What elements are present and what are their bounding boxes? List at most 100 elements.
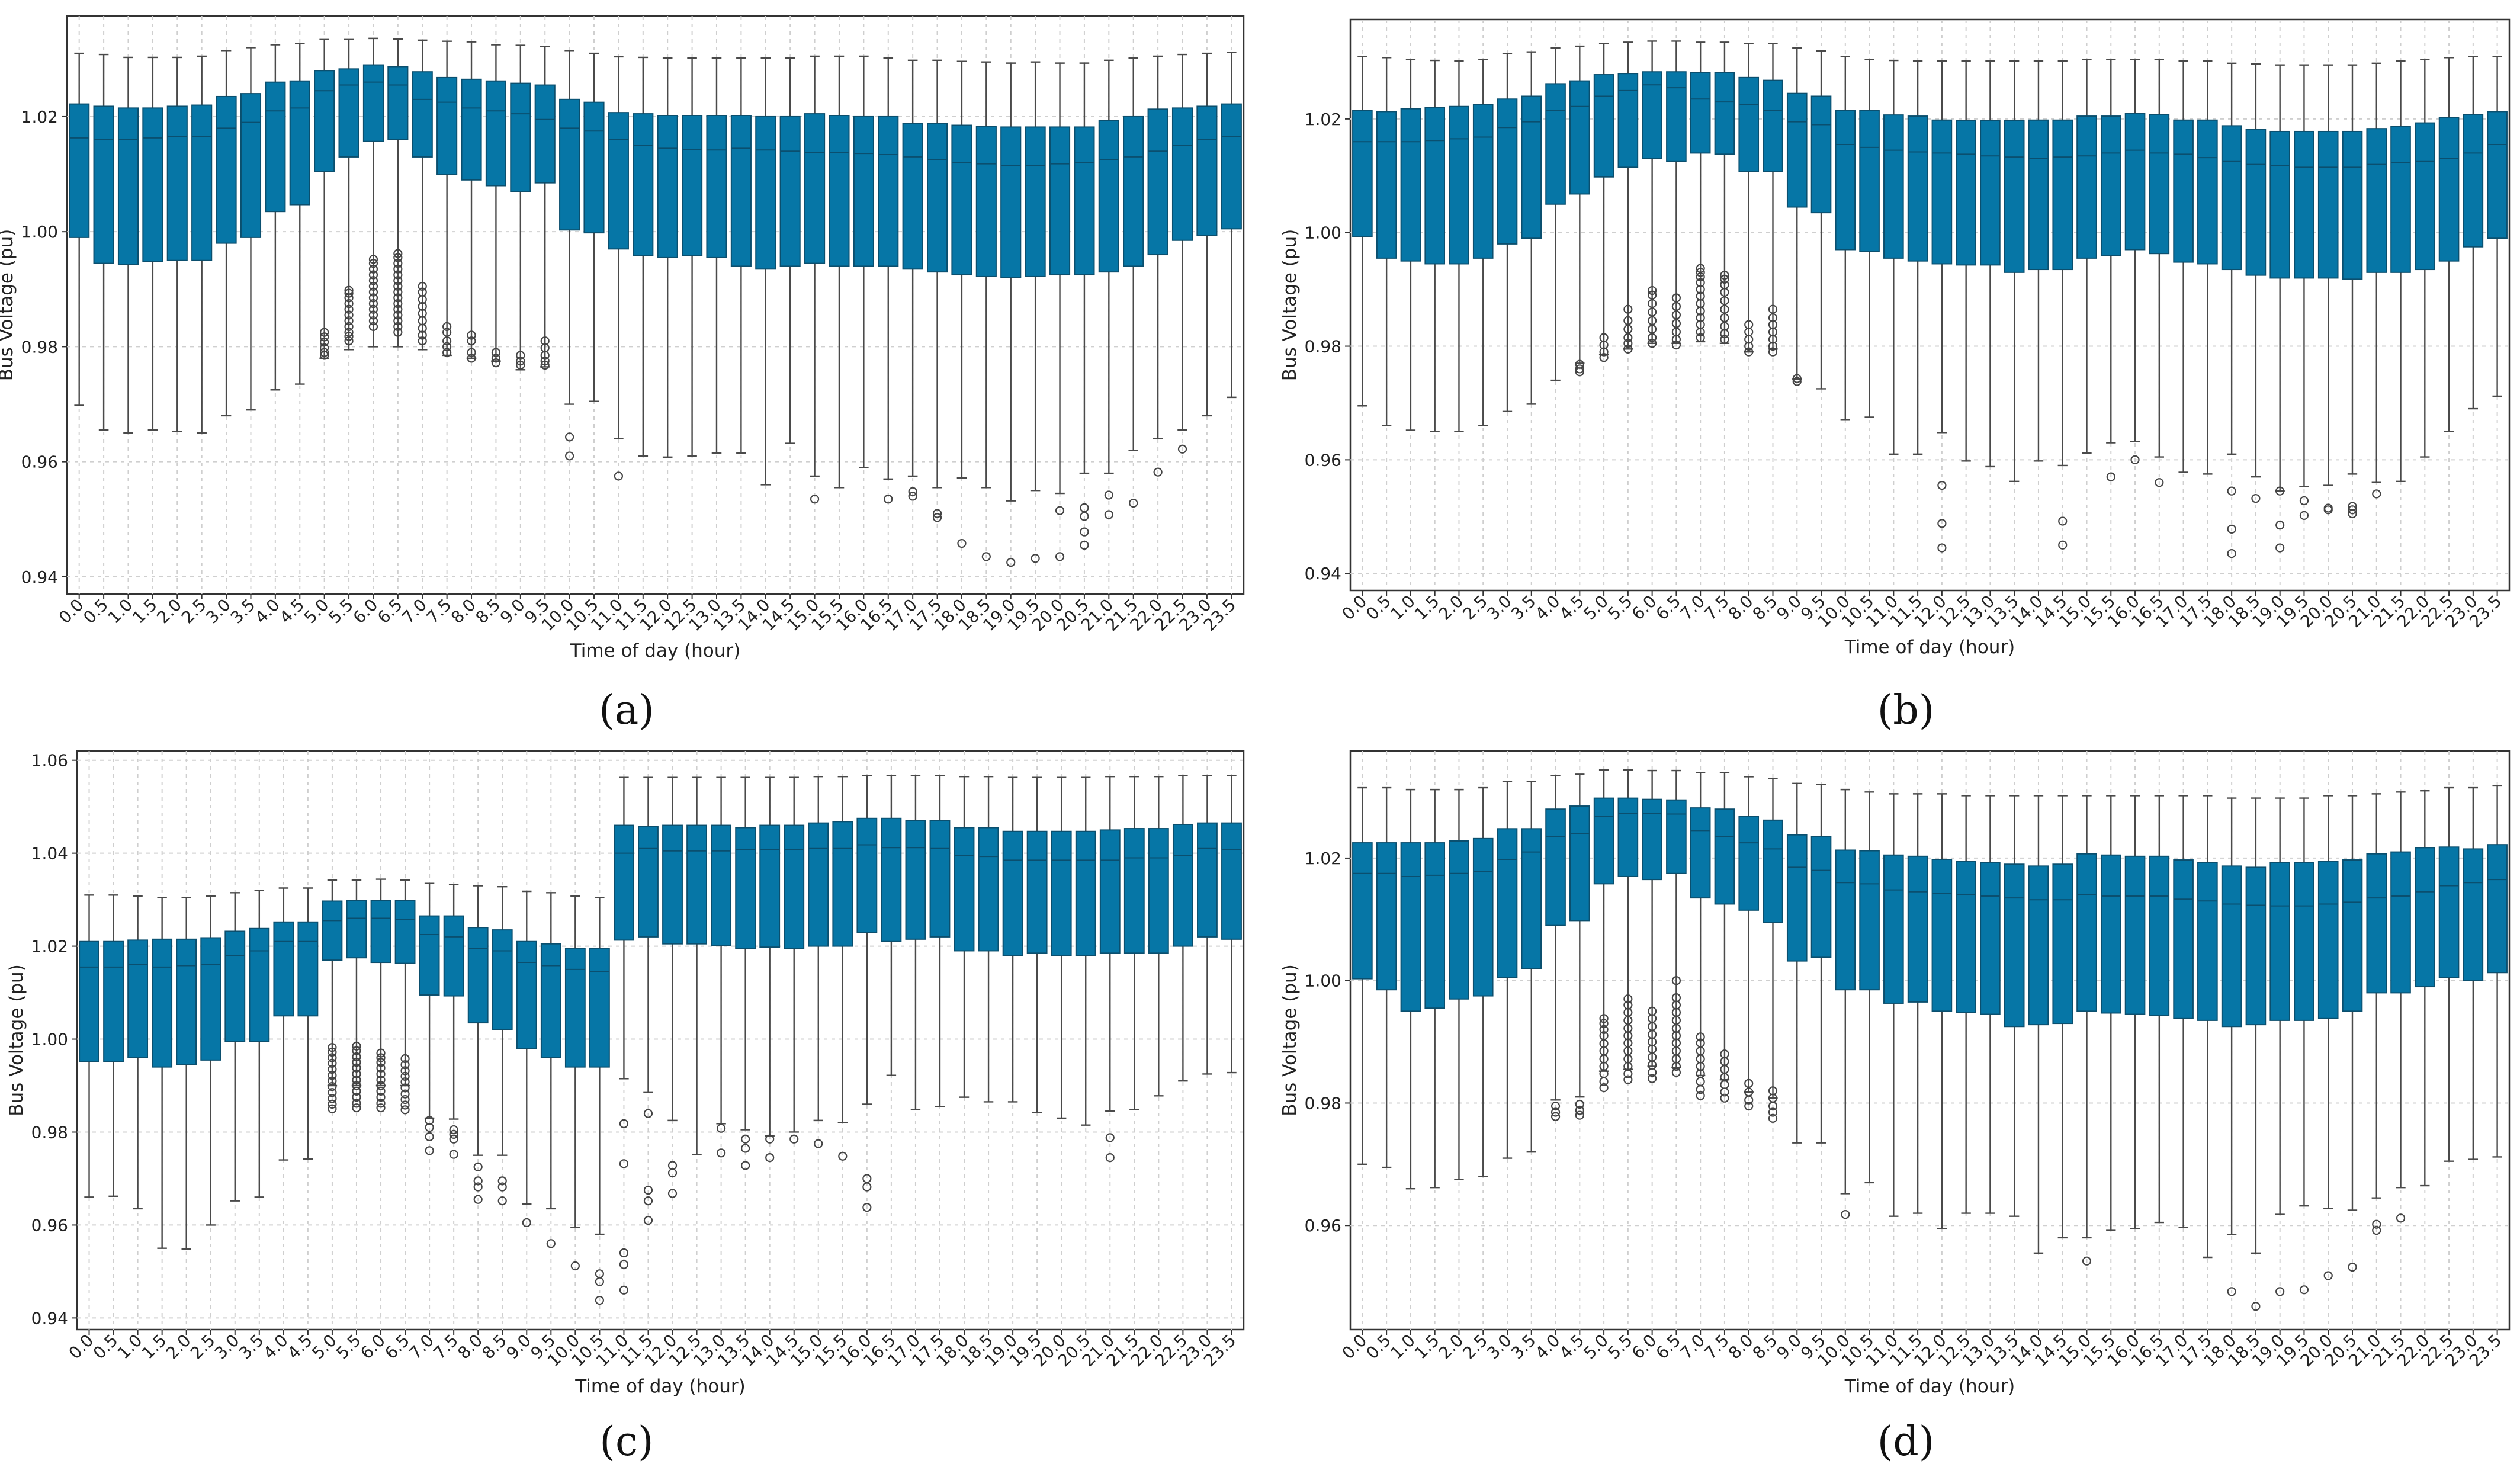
- box: [1714, 72, 1735, 155]
- outlier-point: [376, 1075, 386, 1085]
- outlier-point: [1006, 557, 1016, 567]
- box: [1051, 830, 1072, 956]
- outlier-point: [449, 1129, 458, 1139]
- outlier-point: [352, 1103, 361, 1113]
- y-tick-label: 0.98: [1305, 1093, 1341, 1113]
- outlier-point: [2155, 478, 2164, 487]
- outlier-point: [1623, 344, 1633, 354]
- outlier-point: [1671, 341, 1681, 350]
- outlier-point: [619, 1285, 629, 1295]
- outlier-point: [467, 330, 476, 340]
- outlier-point: [2106, 472, 2115, 481]
- box: [1617, 73, 1639, 168]
- outlier-point: [467, 336, 476, 346]
- outlier-point: [619, 1159, 629, 1168]
- box: [1569, 805, 1590, 922]
- box: [1099, 829, 1121, 954]
- outlier-point: [491, 348, 501, 357]
- outlier-point: [1720, 274, 1729, 284]
- outlier-point: [1104, 510, 1113, 519]
- panel-label-d: (d): [1877, 1418, 1935, 1465]
- outlier-point: [1575, 359, 1584, 369]
- outlier-point: [2275, 486, 2285, 496]
- outlier-point: [376, 1081, 386, 1090]
- outlier-point: [595, 1295, 604, 1305]
- box: [735, 827, 756, 949]
- outlier-point: [2348, 505, 2357, 515]
- outlier-point: [368, 281, 378, 291]
- box: [2317, 130, 2339, 279]
- outlier-point: [1623, 304, 1633, 314]
- box: [926, 123, 948, 273]
- outlier-point: [1744, 1078, 1754, 1088]
- outlier-point: [418, 301, 427, 312]
- y-tick-label: 0.98: [21, 337, 58, 357]
- outlier-point: [2323, 503, 2333, 513]
- panel-label-c: (c): [599, 1418, 653, 1465]
- panel-d-chart: 0.960.981.001.020.00.51.01.52.02.53.03.5…: [1279, 750, 2511, 1397]
- y-tick-label: 1.00: [31, 1030, 68, 1049]
- box: [1883, 854, 1904, 1004]
- outlier-point: [1720, 322, 1729, 331]
- outlier-point: [393, 287, 403, 297]
- box: [853, 115, 874, 267]
- box: [1400, 108, 1421, 262]
- outlier-point: [862, 1182, 872, 1192]
- box: [176, 938, 197, 1065]
- box: [1907, 115, 1928, 262]
- outlier-point: [376, 1048, 386, 1058]
- box: [1521, 95, 1542, 239]
- outlier-point: [352, 1093, 361, 1102]
- box: [103, 940, 124, 1062]
- outlier-point: [320, 348, 329, 357]
- box: [784, 824, 805, 949]
- outlier-point: [328, 1043, 337, 1052]
- outlier-point: [981, 552, 991, 561]
- outlier-point: [400, 1105, 410, 1115]
- outlier-point: [765, 1153, 775, 1163]
- outlier-point: [376, 1058, 386, 1067]
- outlier-point: [2275, 521, 2285, 530]
- box: [2390, 126, 2411, 273]
- outlier-point: [810, 495, 820, 504]
- box: [682, 115, 703, 256]
- box: [638, 826, 659, 938]
- outlier-point: [1105, 1153, 1115, 1163]
- box: [443, 915, 464, 997]
- outlier-point: [1720, 313, 1729, 323]
- box: [1002, 830, 1023, 956]
- box: [346, 900, 367, 959]
- box: [127, 939, 149, 1058]
- box: [142, 107, 163, 262]
- y-tick-label: 1.06: [31, 751, 68, 771]
- outlier-point: [643, 1215, 653, 1225]
- box: [117, 107, 139, 265]
- box: [297, 921, 319, 1017]
- outlier-point: [884, 495, 893, 504]
- box: [2245, 129, 2267, 276]
- box: [559, 98, 580, 231]
- box: [1000, 126, 1022, 278]
- box: [2076, 853, 2097, 1012]
- outlier-point: [1671, 1068, 1681, 1077]
- box: [1025, 126, 1046, 277]
- outlier-point: [1768, 1086, 1778, 1096]
- outlier-point: [1153, 467, 1163, 477]
- box: [2317, 861, 2339, 1019]
- outlier-point: [449, 1150, 458, 1159]
- outlier-point: [1696, 1091, 1705, 1100]
- outlier-point: [393, 249, 403, 258]
- box: [1221, 103, 1242, 230]
- box: [1569, 80, 1590, 195]
- outlier-point: [643, 1109, 653, 1118]
- box: [614, 824, 634, 941]
- box: [1786, 92, 1808, 208]
- outlier-point: [1105, 1133, 1115, 1142]
- outlier-point: [328, 1064, 337, 1074]
- box: [289, 80, 310, 206]
- box: [2004, 863, 2025, 1028]
- box: [2342, 859, 2363, 1012]
- outlier-point: [418, 281, 427, 291]
- y-tick-label: 0.96: [1305, 450, 1341, 470]
- outlier-point: [425, 1132, 434, 1141]
